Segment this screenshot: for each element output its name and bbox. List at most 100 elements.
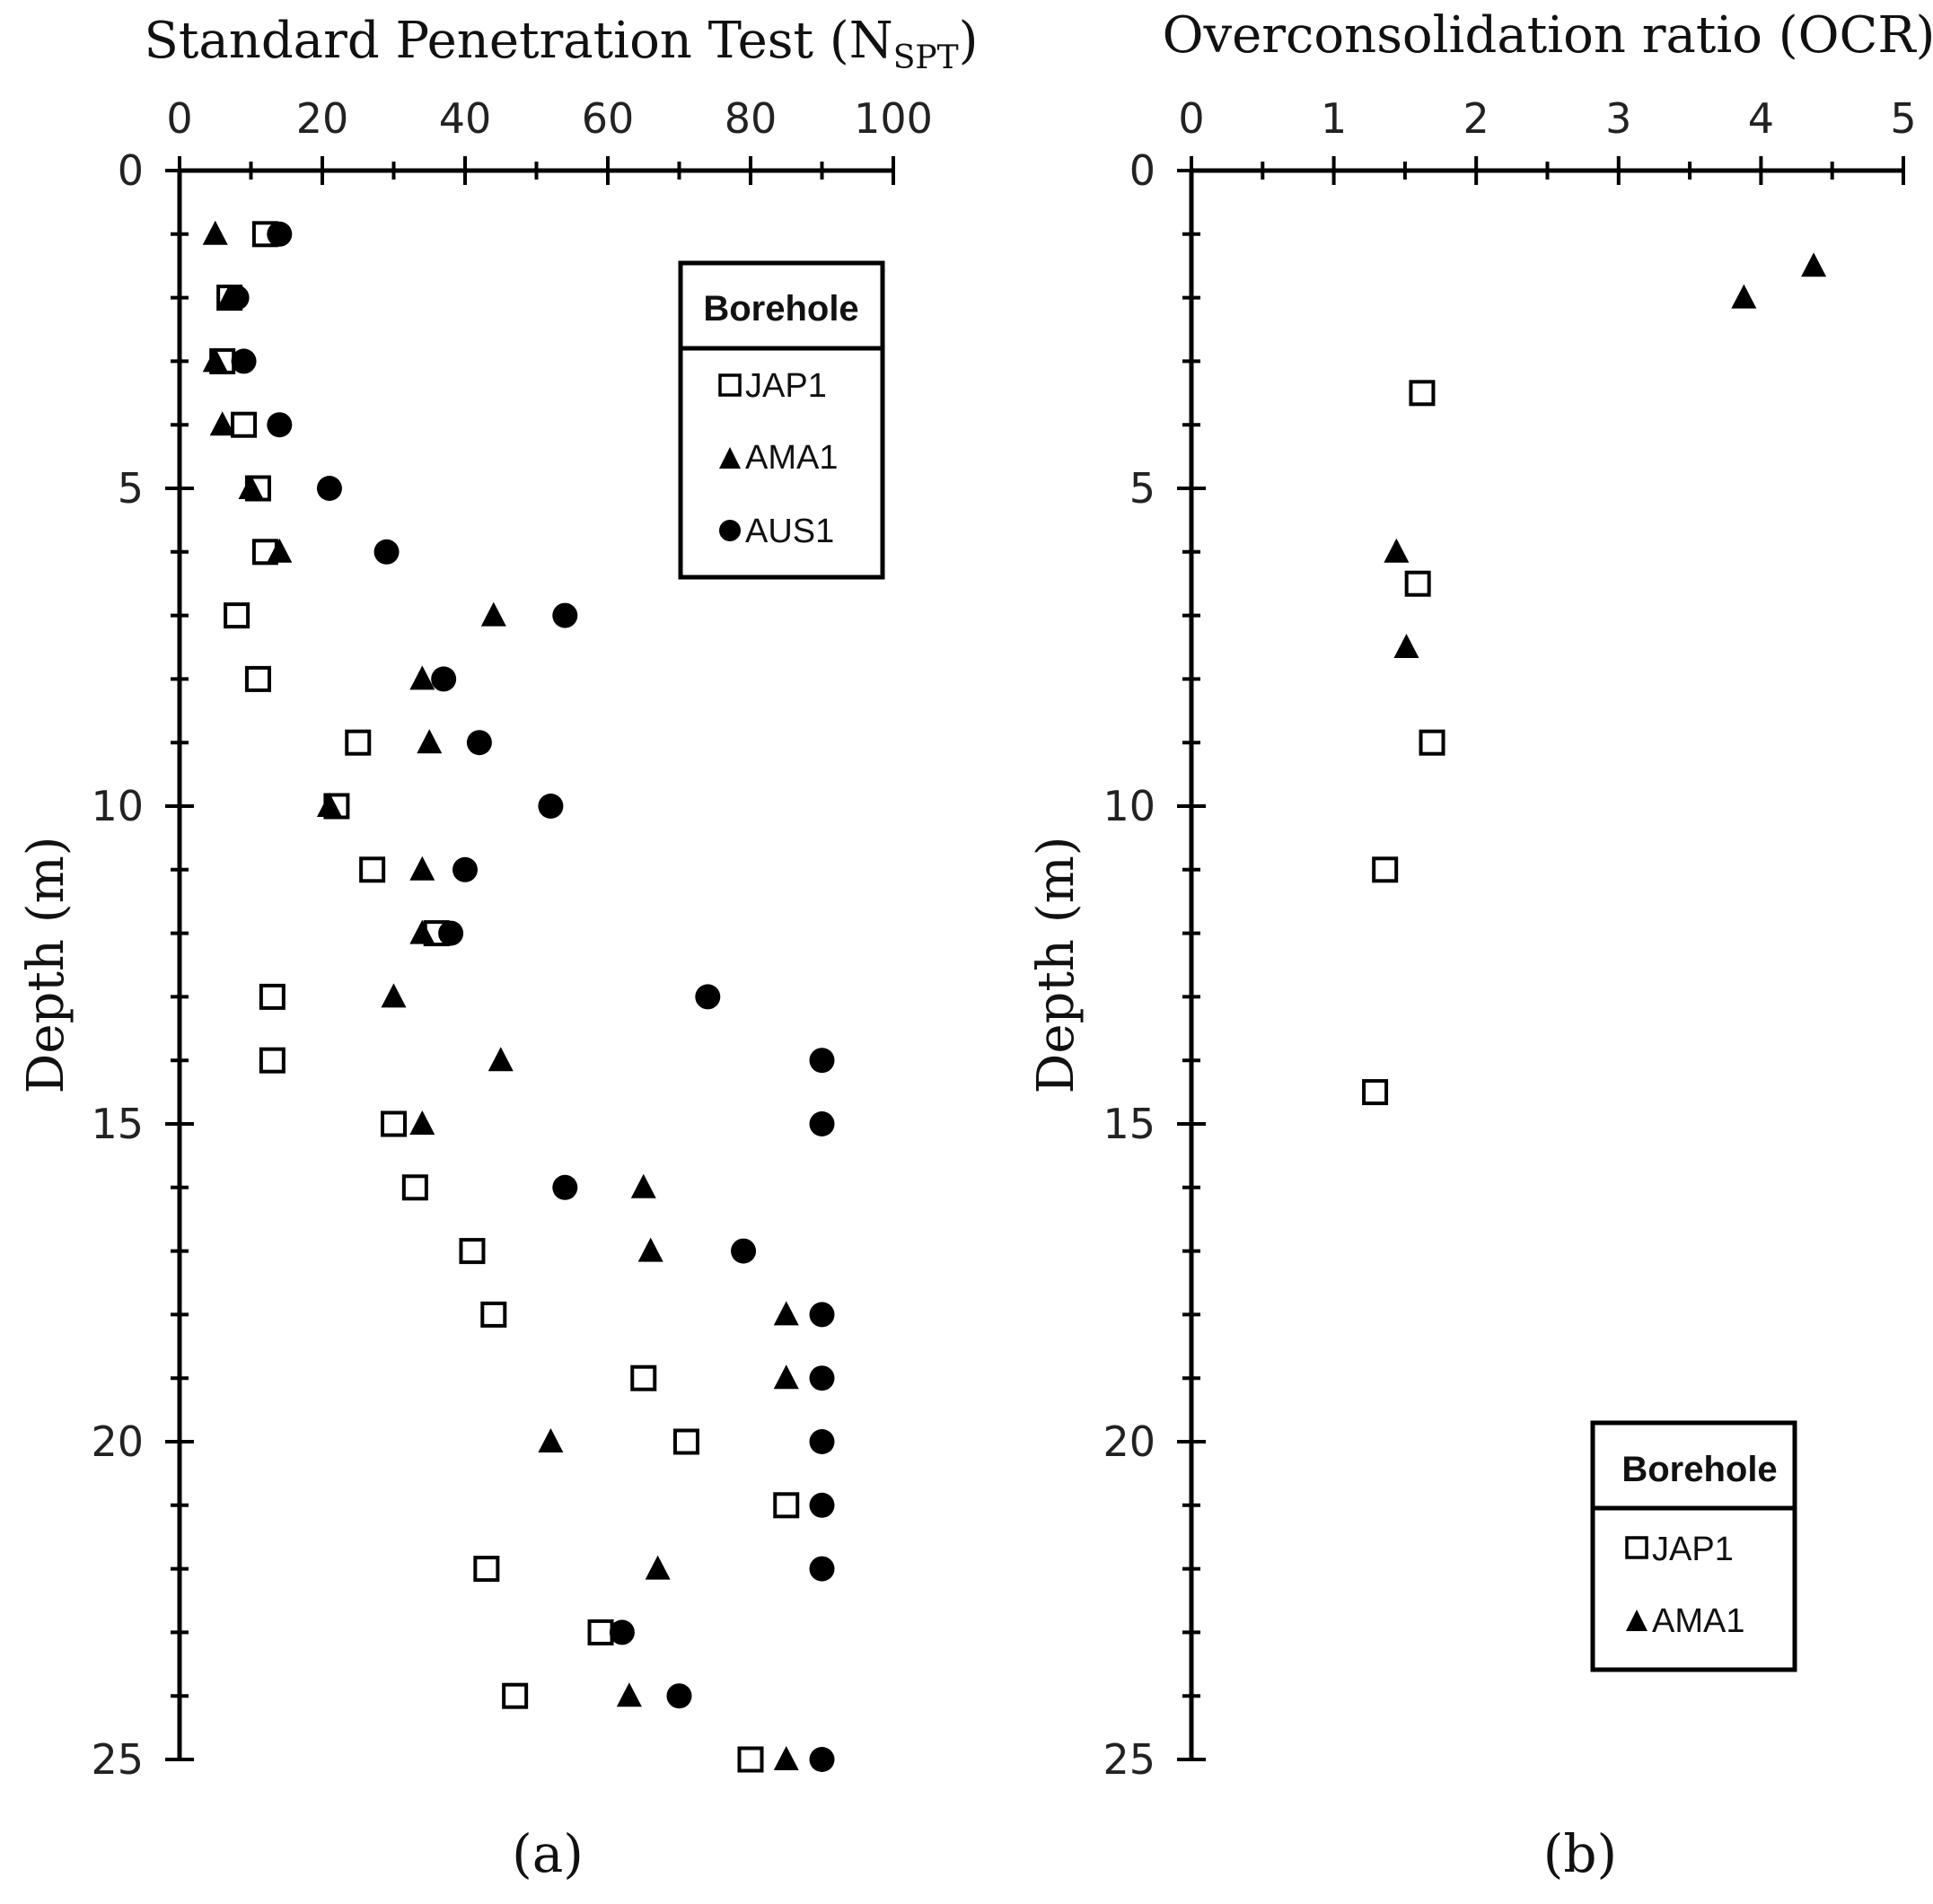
panel-a-y-tick-label: 5 <box>118 464 144 513</box>
panel-a-x-tick-label: 20 <box>296 94 349 143</box>
panel-b-ocr-chart: Overconsolidation ratio (OCR) 0 1 2 3 4 5 0 5 1… <box>1027 6 1933 1884</box>
panel-a-x-tick-label: 100 <box>854 94 933 143</box>
point-ama1 <box>409 665 435 690</box>
panel-a-x-tick-label: 40 <box>439 94 492 143</box>
point-aus1 <box>538 794 564 819</box>
panel-b-x-tick-label: 2 <box>1463 94 1489 143</box>
point-aus1 <box>809 1747 835 1772</box>
point-ama1 <box>238 475 264 499</box>
point-jap1 <box>244 665 271 692</box>
point-jap1 <box>773 1492 800 1519</box>
panel-b-legend: Borehole JAP1 AMA1 <box>1590 1420 1797 1672</box>
point-ama1 <box>202 220 228 245</box>
panel-a-title: Standard Penetration Test (NSPT) <box>145 12 979 76</box>
point-jap1 <box>381 1110 407 1137</box>
legend-b-ama1-label: AMA1 <box>1652 1602 1744 1640</box>
panel-a-legend-title: Borehole <box>703 289 858 329</box>
point-jap1 <box>1419 729 1445 756</box>
point-ama1 <box>773 1364 799 1390</box>
point-ama1 <box>381 983 407 1008</box>
point-aus1 <box>373 539 400 565</box>
panel-a-y-tick-label: 25 <box>91 1735 144 1784</box>
point-ama1 <box>480 601 506 627</box>
point-aus1 <box>438 920 464 946</box>
point-jap1 <box>672 1428 699 1455</box>
point-aus1 <box>267 412 293 438</box>
point-ama1 <box>773 1746 799 1770</box>
point-aus1 <box>809 1365 835 1391</box>
point-ama1 <box>637 1237 663 1262</box>
panel-b-x-tick-label: 4 <box>1748 94 1774 143</box>
point-jap1 <box>1409 380 1436 407</box>
point-aus1 <box>316 476 342 501</box>
legend-b-jap1-label: JAP1 <box>1652 1531 1734 1568</box>
panel-a-x-tick-label: 80 <box>725 94 778 143</box>
point-aus1 <box>609 1619 635 1645</box>
panel-a-y-tick-label: 20 <box>91 1417 144 1466</box>
point-aus1 <box>731 1238 757 1264</box>
point-jap1 <box>502 1682 529 1709</box>
panel-a-x-tick-labels: 0 20 40 60 80 100 <box>166 94 933 143</box>
point-aus1 <box>267 221 293 247</box>
panel-b-x-tick-label: 0 <box>1178 94 1204 143</box>
point-ama1 <box>630 1173 656 1198</box>
panel-b-y-tick-label: 25 <box>1103 1735 1155 1784</box>
legend-a-ama1-label: AMA1 <box>745 439 838 477</box>
panel-a-y-tick-labels: 0 5 10 15 20 25 <box>91 146 144 1784</box>
point-ama1 <box>202 347 228 373</box>
point-aus1 <box>231 348 257 374</box>
point-aus1 <box>809 1111 835 1136</box>
point-jap1 <box>1362 1079 1389 1106</box>
point-aus1 <box>466 730 492 756</box>
point-ama1 <box>645 1555 671 1580</box>
point-jap1 <box>1372 856 1399 883</box>
panel-a-x-tick-label: 60 <box>582 94 635 143</box>
point-aus1 <box>431 666 457 692</box>
point-jap1 <box>401 1174 428 1201</box>
panel-b-x-tick-label: 3 <box>1605 94 1631 143</box>
panel-b-y-tick-label: 20 <box>1103 1417 1155 1466</box>
legend-b-jap1-marker <box>1625 1536 1648 1559</box>
panel-a-y-label: Depth (m) <box>17 836 75 1093</box>
panel-b-y-tick-label: 15 <box>1103 1100 1155 1148</box>
panel-a-legend-box <box>678 260 885 580</box>
point-jap1 <box>459 1238 486 1265</box>
panel-a-y-tick-label: 10 <box>91 782 144 830</box>
point-ama1 <box>1731 284 1757 309</box>
panel-b-y-label: Depth (m) <box>1027 836 1085 1093</box>
point-aus1 <box>552 1174 578 1200</box>
point-jap1 <box>1404 570 1431 597</box>
panel-a-y-tick-label: 0 <box>118 146 144 195</box>
point-ama1 <box>409 1110 435 1135</box>
legend-a-aus1-label: AUS1 <box>745 513 834 550</box>
point-jap1 <box>473 1556 500 1583</box>
point-ama1 <box>267 538 293 563</box>
point-jap1 <box>737 1746 764 1773</box>
point-aus1 <box>809 1429 835 1454</box>
point-ama1 <box>316 793 342 817</box>
point-jap1 <box>630 1364 657 1391</box>
point-jap1 <box>224 602 250 629</box>
panel-b-x-tick-labels: 0 1 2 3 4 5 <box>1178 94 1916 143</box>
point-ama1 <box>488 1047 514 1072</box>
point-aus1 <box>695 984 721 1010</box>
legend-a-ama1-marker <box>719 447 741 469</box>
point-ama1 <box>417 729 443 754</box>
point-ama1 <box>1384 538 1410 563</box>
point-aus1 <box>224 285 250 311</box>
panel-b-y-tick-label: 10 <box>1103 782 1155 830</box>
panel-a-x-tick-label: 0 <box>166 94 192 143</box>
point-jap1 <box>480 1301 507 1328</box>
point-jap1 <box>259 1047 286 1074</box>
legend-a-aus1-marker <box>719 520 741 541</box>
panel-a-y-tick-label: 15 <box>91 1100 144 1148</box>
point-aus1 <box>809 1492 835 1518</box>
panel-b-y-tick-label: 0 <box>1129 146 1155 195</box>
panel-b-points <box>1362 252 1827 1106</box>
point-ama1 <box>538 1428 564 1452</box>
point-aus1 <box>666 1683 692 1709</box>
panel-a-legend: Borehole JAP1 AMA1 AUS1 <box>678 260 885 580</box>
point-aus1 <box>809 1556 835 1582</box>
point-aus1 <box>809 1048 835 1074</box>
